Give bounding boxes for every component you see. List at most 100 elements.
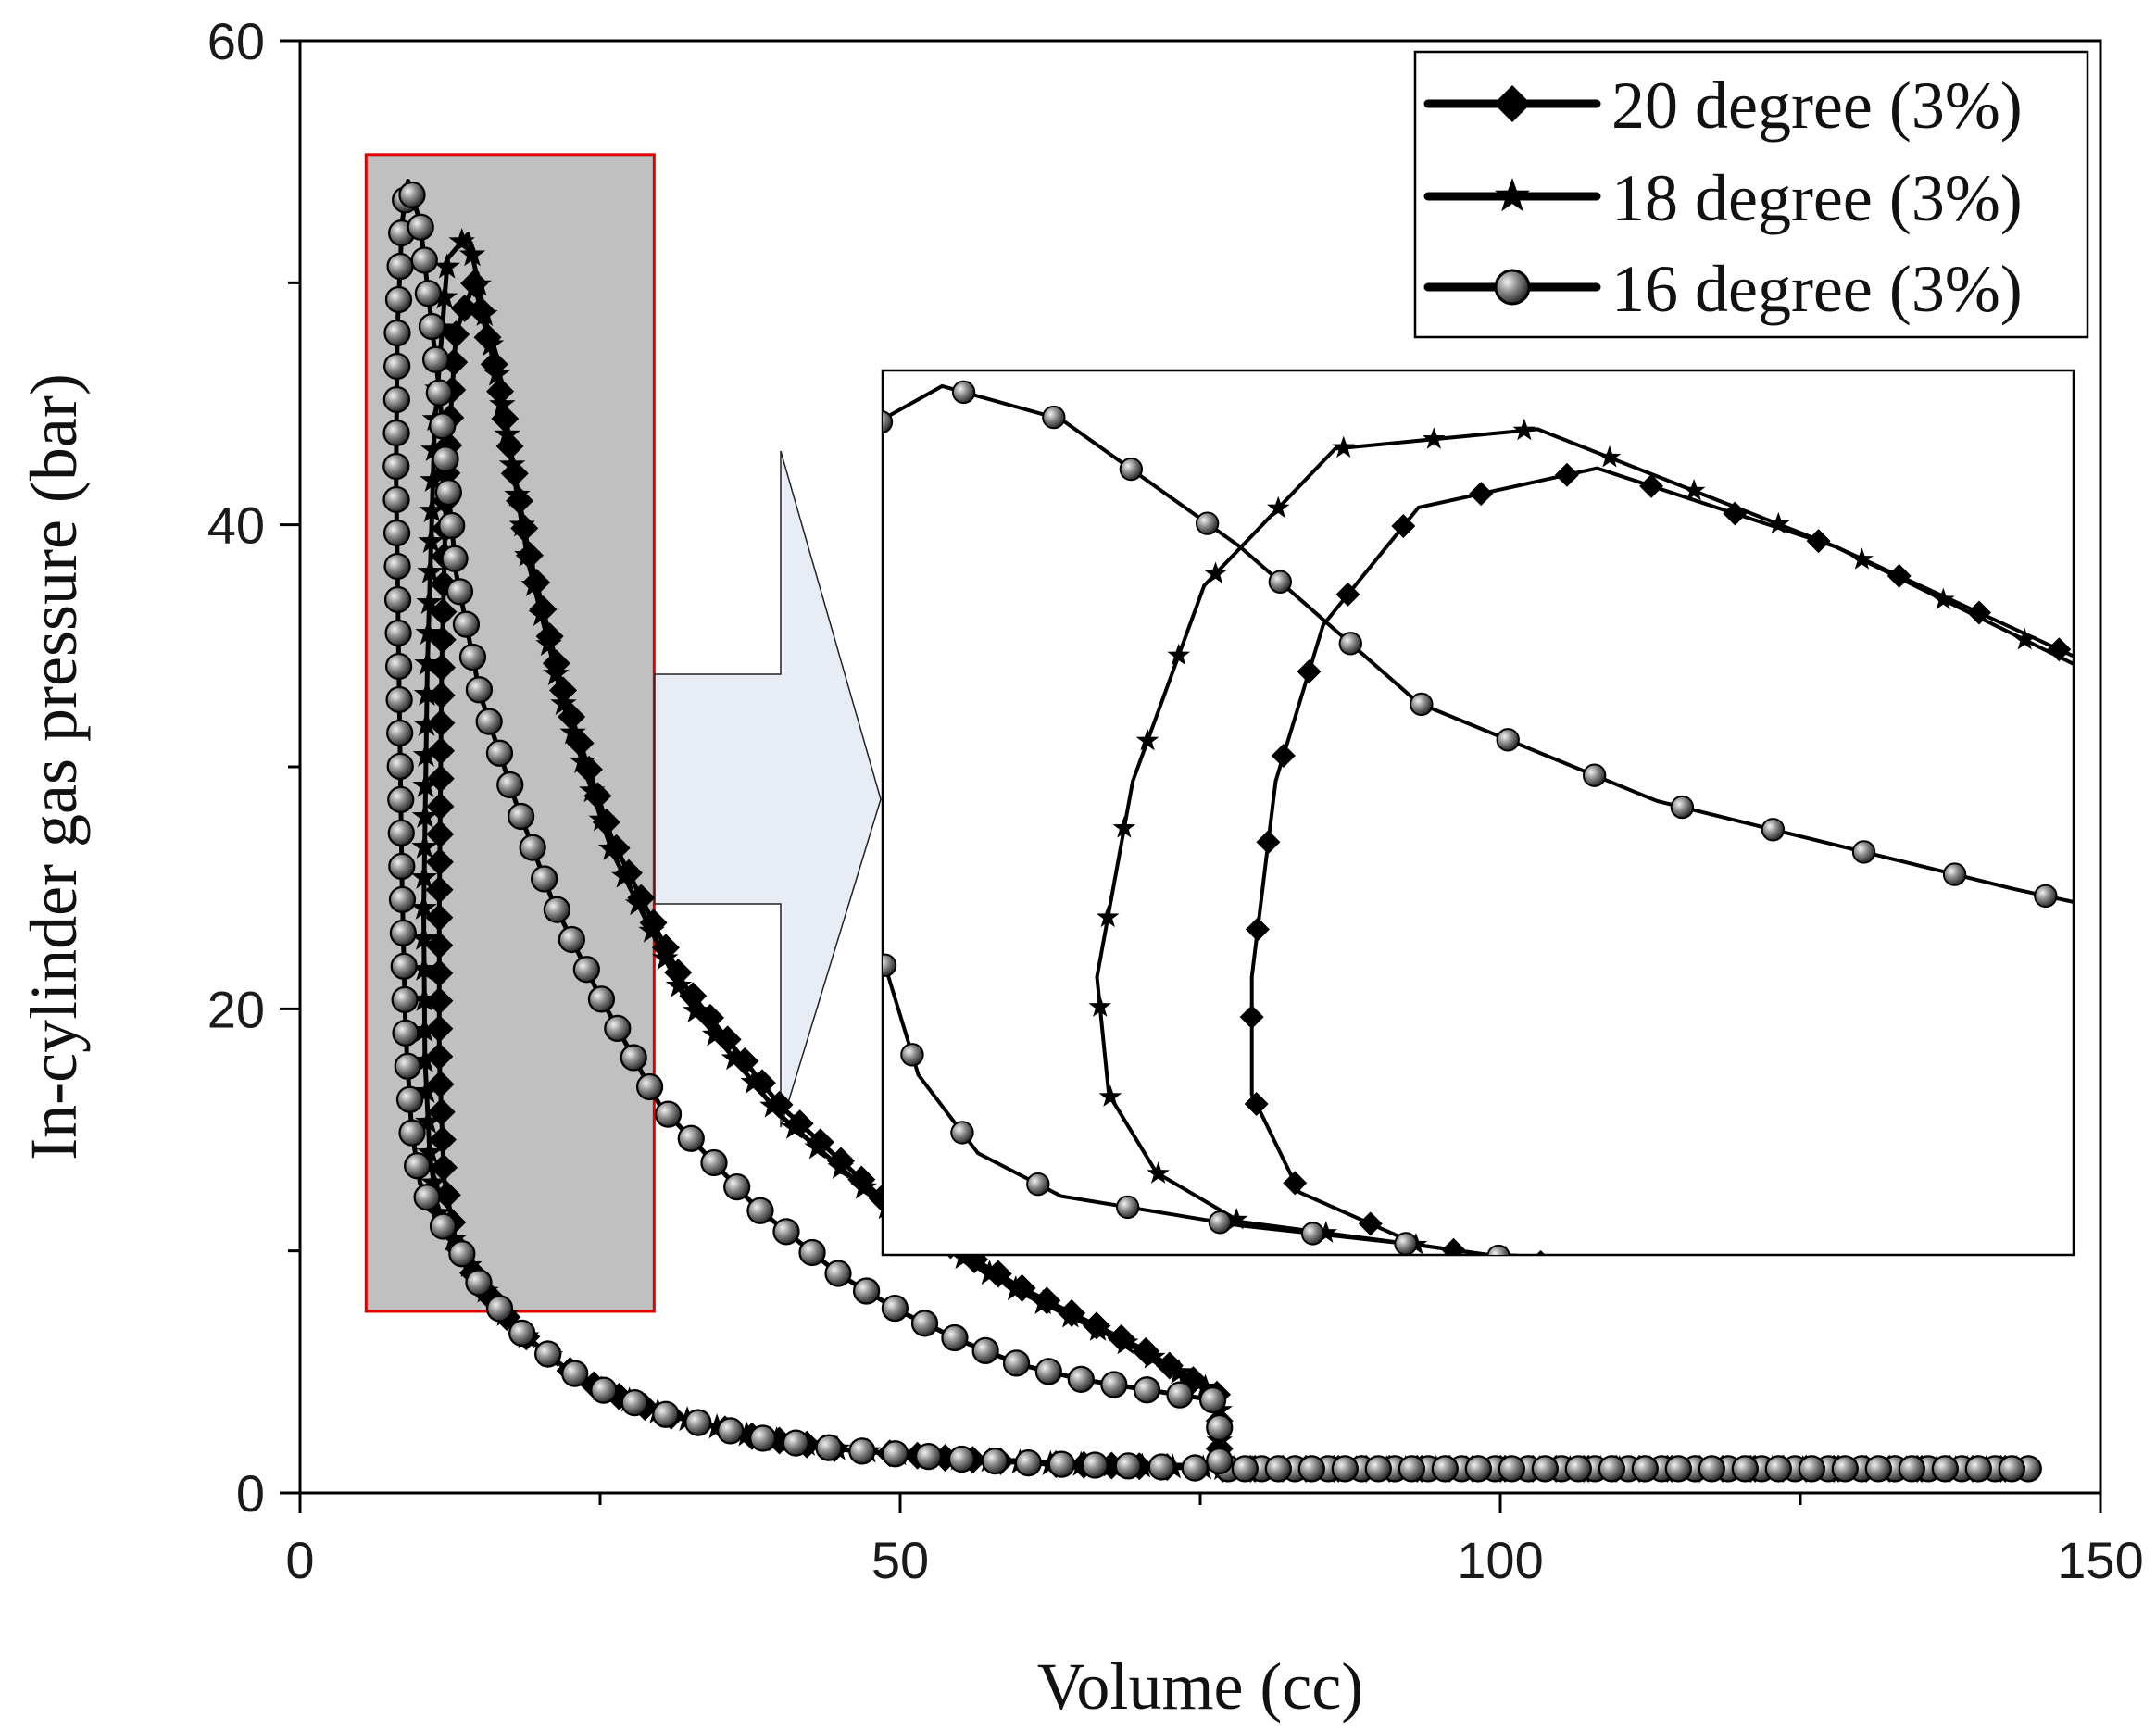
y-tick-label: 0 xyxy=(236,1464,265,1523)
inset-marker-18-degree xyxy=(1945,1296,1968,1318)
main-marker-16-degree xyxy=(652,1400,680,1428)
inset-marker-20-degree xyxy=(1791,1281,1815,1305)
inset-marker-16-degree xyxy=(1208,1210,1233,1235)
main-marker-16-degree xyxy=(1764,1455,1792,1483)
inset-marker-16-degree xyxy=(951,380,976,405)
main-marker-16-degree xyxy=(429,1212,458,1240)
main-marker-16-degree xyxy=(485,1295,514,1323)
inset-marker-16-degree xyxy=(1670,795,1695,820)
main-marker-16-degree xyxy=(390,952,418,981)
main-marker-16-degree xyxy=(465,676,494,704)
main-marker-16-degree xyxy=(388,852,416,881)
inset-marker-16-degree xyxy=(1582,763,1607,787)
main-marker-16-degree xyxy=(1206,1413,1234,1442)
main-marker-16-degree xyxy=(1998,1455,2025,1483)
main-marker-16-degree xyxy=(383,585,412,614)
main-marker-16-degree xyxy=(914,1443,943,1471)
main-marker-16-degree xyxy=(654,1100,683,1128)
inset-marker-18-degree xyxy=(1855,1287,1878,1310)
main-marker-16-degree xyxy=(448,1240,476,1268)
main-marker-16-degree xyxy=(383,319,411,347)
main-marker-16-degree xyxy=(700,1148,728,1177)
main-marker-16-degree xyxy=(1698,1455,1725,1483)
inset-marker-20-degree xyxy=(1703,1272,1727,1297)
main-marker-16-degree xyxy=(508,1319,536,1348)
main-marker-16-degree xyxy=(507,802,535,831)
inset-marker-16-degree xyxy=(1851,840,1876,864)
inset-marker-16-degree xyxy=(1761,818,1786,842)
main-marker-16-degree xyxy=(561,1360,589,1387)
main-marker-16-degree xyxy=(882,1440,909,1468)
main-marker-16-degree xyxy=(1198,1385,1227,1414)
main-marker-16-degree xyxy=(386,719,414,747)
inset-marker-16-degree xyxy=(1860,1288,1881,1310)
main-marker-16-degree xyxy=(432,445,459,473)
axis-tick-labels: 0 50 100 150 0 20 40 60 xyxy=(207,12,2144,1589)
main-marker-16-degree xyxy=(587,985,616,1013)
main-marker-16-degree xyxy=(684,1409,712,1436)
main-marker-16-degree xyxy=(1431,1455,1459,1483)
main-marker-16-degree xyxy=(1864,1455,1892,1483)
main-marker-16-degree xyxy=(1047,1450,1075,1478)
main-marker-16-degree xyxy=(1181,1454,1209,1482)
main-marker-16-degree xyxy=(384,285,413,314)
main-marker-16-degree xyxy=(385,685,413,714)
main-marker-16-degree xyxy=(772,1218,800,1246)
main-marker-16-degree xyxy=(1598,1455,1625,1483)
main-marker-16-degree xyxy=(398,181,426,209)
inset-marker-16-degree xyxy=(826,494,847,515)
inset-marker-18-degree xyxy=(2036,1304,2059,1326)
y-tick-label: 20 xyxy=(207,980,265,1038)
main-marker-16-degree xyxy=(852,1277,881,1305)
main-marker-16-degree xyxy=(388,885,417,914)
inset-marker-16-degree xyxy=(1394,1232,1418,1255)
axis-ticks xyxy=(280,39,2102,1513)
main-marker-16-degree xyxy=(1964,1455,1992,1483)
main-marker-16-degree xyxy=(382,452,410,481)
inset-marker-16-degree xyxy=(1942,862,1967,886)
inset-marker-20-degree xyxy=(1966,1298,1990,1323)
main-marker-16-degree xyxy=(910,1310,939,1337)
main-marker-16-degree xyxy=(438,511,466,540)
main-marker-16-degree xyxy=(1034,1358,1062,1385)
main-marker-16-degree xyxy=(475,708,503,735)
inset-marker-18-degree xyxy=(2126,1310,2150,1332)
inset-marker-16-degree xyxy=(1580,1259,1601,1280)
main-marker-16-degree xyxy=(421,345,450,373)
main-marker-16-degree xyxy=(620,1389,648,1417)
x-tick-label: 50 xyxy=(871,1531,929,1589)
main-marker-16-degree xyxy=(387,785,415,814)
main-marker-16-degree xyxy=(382,419,410,447)
main-marker-16-degree xyxy=(413,1184,441,1211)
main-marker-16-degree xyxy=(389,919,417,947)
inset-marker-16-degree xyxy=(883,409,894,434)
main-marker-16-degree xyxy=(441,545,469,572)
main-marker-16-degree xyxy=(981,1447,1009,1475)
legend-label-20-degree: 20 degree (3%) xyxy=(1611,69,2023,143)
main-marker-16-degree xyxy=(1067,1365,1095,1393)
inset-marker-16-degree xyxy=(1952,1298,1974,1319)
main-marker-16-degree xyxy=(395,1085,424,1113)
main-marker-16-degree xyxy=(410,246,438,274)
inset-marker-16-degree xyxy=(950,1121,974,1145)
main-marker-16-degree xyxy=(798,1238,826,1267)
main-marker-16-degree xyxy=(519,834,546,861)
main-marker-16-degree xyxy=(723,1173,751,1201)
inset-marker-16-degree xyxy=(1268,570,1292,594)
main-marker-16-degree xyxy=(815,1434,843,1461)
main-marker-16-degree xyxy=(1114,1452,1142,1480)
main-marker-16-degree xyxy=(531,865,558,893)
inset-marker-16-degree xyxy=(1195,511,1220,535)
main-marker-16-degree xyxy=(543,896,570,923)
x-axis-title: Volume (cc) xyxy=(1037,1649,1364,1724)
y-tick-label: 60 xyxy=(207,12,265,70)
main-marker-16-degree xyxy=(382,385,410,414)
main-marker-16-degree xyxy=(881,1294,909,1323)
main-marker-16-degree xyxy=(604,1014,632,1043)
main-marker-16-degree xyxy=(1297,1455,1325,1483)
inset-marker-16-degree xyxy=(1026,1172,1050,1197)
inset-marker-16-degree xyxy=(2139,1311,2156,1333)
legend-label-16-degree: 16 degree (3%) xyxy=(1611,252,2023,326)
main-marker-16-degree xyxy=(1798,1455,1825,1483)
